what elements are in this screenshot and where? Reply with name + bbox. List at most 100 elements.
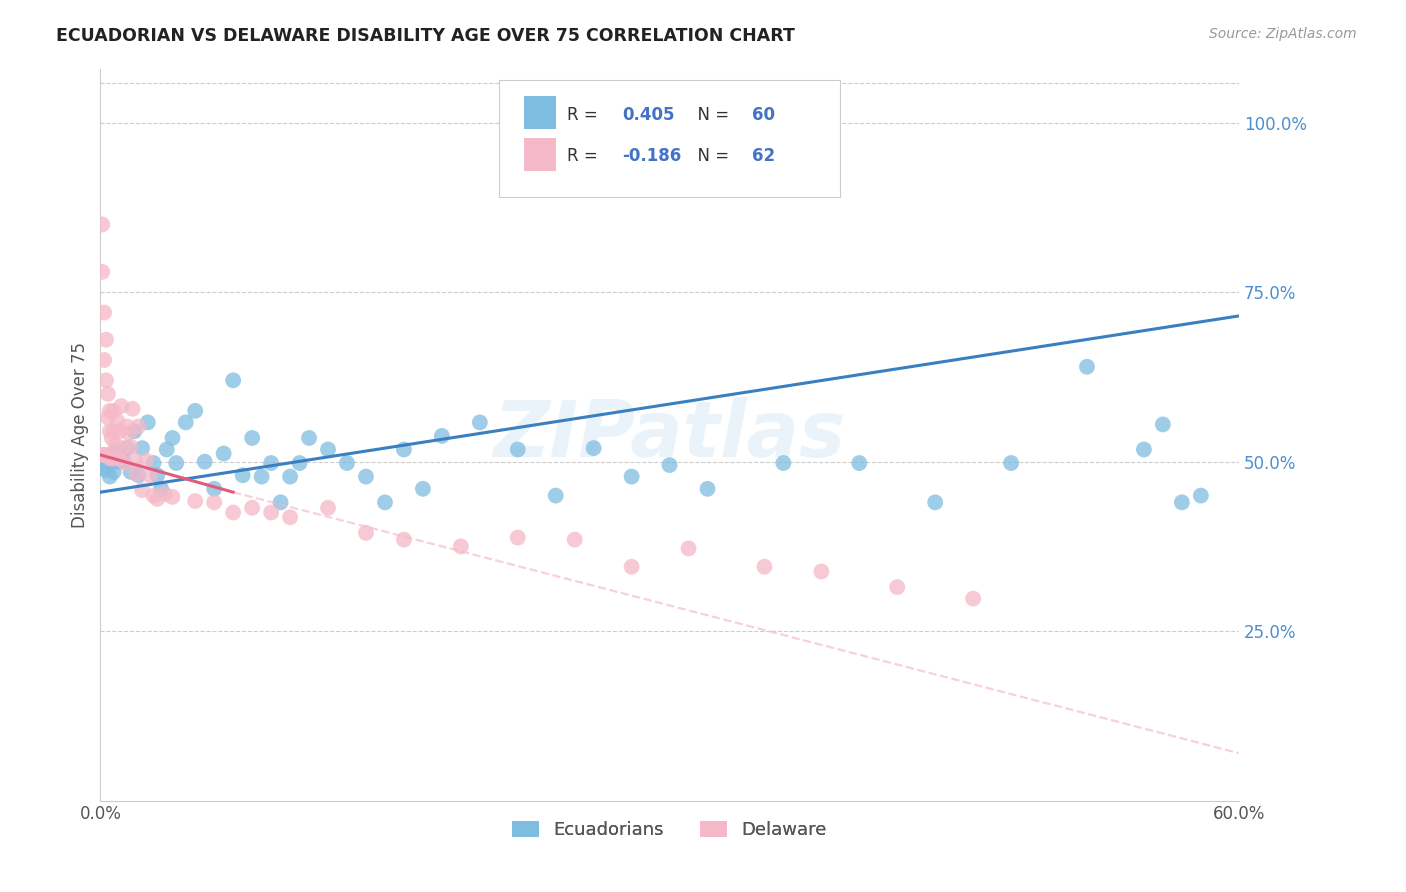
Point [146,468,169,483]
Text: 0.405: 0.405 [621,105,675,124]
Point [142,489,165,503]
Point [115,419,138,434]
Point [94,373,117,387]
Point [91,265,114,279]
Point [165,456,187,470]
Point [506,442,529,457]
Point [100,451,122,466]
Point [110,399,132,413]
Point [120,465,142,479]
Point [250,469,273,483]
Point [93,353,115,368]
Point [98,424,121,438]
Point [886,580,908,594]
Y-axis label: Disability Age Over 75: Disability Age Over 75 [72,342,89,527]
Point [260,456,283,470]
Point [202,482,225,496]
Point [162,431,184,445]
Point [354,469,377,483]
Point [142,456,165,470]
Point [240,431,263,445]
Point [962,591,984,606]
Point [412,482,434,496]
Point [131,441,153,455]
Point [108,451,131,466]
Point [316,442,339,457]
Point [127,468,149,483]
Point [156,442,179,457]
Point [97,387,120,401]
Point [810,565,832,579]
Point [658,458,681,472]
Point [104,451,127,466]
Point [212,446,235,460]
Point [392,533,415,547]
Point [222,373,245,387]
Point [564,533,586,547]
Point [94,463,117,477]
Point [184,494,207,508]
Point [374,495,396,509]
Point [94,333,117,347]
Point [240,500,263,515]
Point [104,444,127,458]
Point [696,482,718,496]
Point [91,448,114,462]
Point [91,218,114,232]
Point [124,453,146,467]
Text: N =: N = [686,147,734,165]
Point [108,455,131,469]
Point [1076,359,1098,374]
Point [135,453,157,467]
Text: R =: R = [567,147,603,165]
Point [136,416,159,430]
Point [392,442,415,457]
Point [468,416,491,430]
Point [924,495,946,509]
Point [1189,489,1212,503]
Point [450,540,472,554]
Point [278,510,301,524]
Point [582,441,605,455]
Point [107,451,129,466]
Point [125,467,148,481]
FancyBboxPatch shape [524,138,555,171]
Point [202,495,225,509]
Point [1000,456,1022,470]
Point [354,525,377,540]
Text: 62: 62 [752,147,775,165]
Point [678,541,700,556]
Point [115,441,138,455]
Point [222,506,245,520]
Point [146,491,169,506]
Text: R =: R = [567,105,603,124]
Point [100,456,122,470]
Point [114,456,136,470]
Point [270,495,292,509]
Point [103,451,125,466]
Point [108,424,131,438]
Point [97,410,120,425]
Point [153,487,176,501]
Point [131,483,153,498]
Point [430,429,453,443]
Text: Source: ZipAtlas.com: Source: ZipAtlas.com [1209,27,1357,41]
Point [103,404,125,418]
Point [620,559,643,574]
Point [121,401,143,416]
Point [100,451,122,466]
Text: ZIPatlas: ZIPatlas [494,397,845,473]
Point [94,448,117,462]
Point [260,506,283,520]
Point [162,490,184,504]
Point [112,441,135,455]
Point [194,455,217,469]
Point [848,456,870,470]
Point [93,455,115,469]
Point [1152,417,1174,432]
Point [288,456,311,470]
Point [150,482,173,496]
Point [93,305,115,319]
FancyBboxPatch shape [499,79,841,196]
Point [278,469,301,483]
